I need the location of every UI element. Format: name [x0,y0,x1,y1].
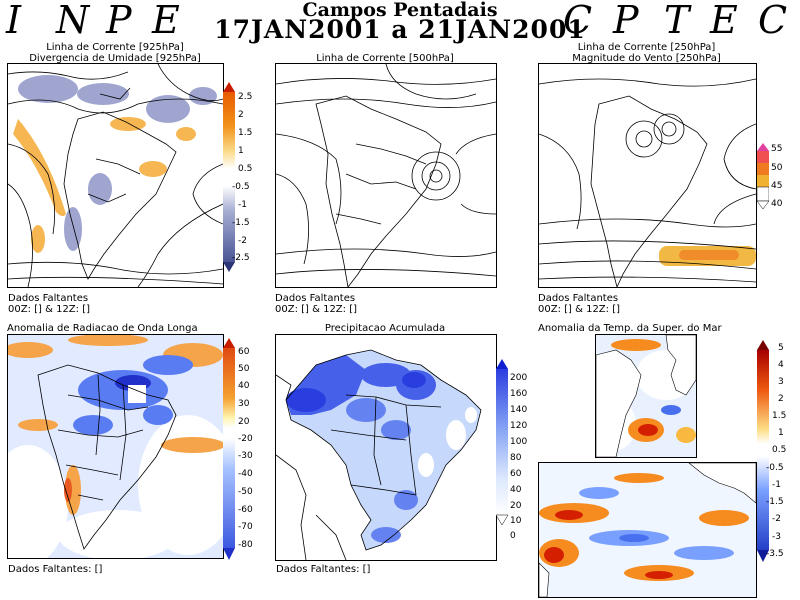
cb5-label: 140 [510,405,528,415]
cb6-label: -3 [772,532,781,542]
cb4-label: 40 [238,381,250,391]
cb4-label: -50 [238,487,253,497]
panel1-streamline-map [7,63,224,288]
panel1-missing-label: Dados Faltantes [8,293,89,304]
cb4-label: -20 [238,434,253,444]
cb6-label: 1 [778,428,784,438]
cb6-label: 3 [778,377,784,387]
cptec-letter-e: E [710,0,738,42]
cb1-label: -1 [238,200,247,210]
cb5-label: 40 [510,485,522,495]
cb5-label: 10 [510,516,522,526]
panel4-missing-label: Dados Faltantes: [] [8,564,103,575]
cb3-label: 50 [771,163,783,173]
cptec-letter-t: T [664,0,690,42]
panel1-map-graphic [8,64,223,287]
cb6-label: -0.5 [766,463,784,473]
inpe-letter-p: P [106,0,132,42]
panel4-title: Anomalia de Radiacao de Onda Longa [7,323,198,334]
panel1-title-2: Divergencia de Umidade [925hPa] [29,53,201,64]
panel3-title-1: Linha de Corrente [250hPa] [577,42,716,53]
cb6-label: 5 [778,343,784,353]
cb5-label: 60 [510,469,522,479]
panel6-atlantic-sst-map [595,334,697,458]
cb4-label: 20 [238,417,250,427]
cb1-label: 2 [238,110,244,120]
cb4-label: 50 [238,364,250,374]
cptec-letter-c: C [563,0,593,42]
cb6-label: 4 [778,360,784,370]
panel3-map-graphic [539,78,756,287]
panel6-pacific-sst-map [538,462,757,598]
panel4-map-graphic [8,335,223,558]
cb5-label: 0 [510,531,516,541]
cb1-label: -2.5 [232,253,250,263]
cb1-label: -0.5 [232,182,250,192]
cptec-letter-p: P [613,0,639,42]
cb1-label: 1 [238,146,244,156]
panel2-missing-detail: 00Z: [] & 12Z: [] [275,304,358,315]
cb3-label: 55 [771,144,783,154]
cb1-label: 0.5 [238,164,253,174]
cb4-label: -70 [238,522,253,532]
inpe-letter-n: N [56,0,90,42]
inpe-letter-e: E [152,0,180,42]
panel1-missing-detail: 00Z: [] & 12Z: [] [8,304,91,315]
panel5-map-graphic [276,349,482,560]
cb6-label: -3.5 [766,549,784,559]
panel4-colorbar [223,338,235,560]
cb4-label: -40 [238,469,253,479]
cb3-label: 45 [771,181,783,191]
cb5-label: 120 [510,421,528,431]
panel6-title: Anomalia da Temp. da Super. do Mar [538,323,722,334]
cb1-label: 2.5 [238,92,253,102]
panel6-colorbar [757,340,769,562]
cb1-label: -1.5 [232,218,250,228]
panel6-pacific-graphic [539,463,756,597]
panel5-colorbar [496,359,508,525]
date-range: 17JAN2001 a 21JAN2001 [214,15,586,44]
cb5-label: 100 [510,437,528,447]
cb5-label: 20 [510,501,522,511]
panel1-colorbar [223,82,235,272]
cb1-label: -2 [238,236,247,246]
cb5-label: 80 [510,453,522,463]
panel2-map-graphic [276,64,496,287]
panel5-title: Precipitacao Acumulada [324,323,446,334]
cb4-label: 30 [238,399,250,409]
cb1-label: 1.5 [238,128,253,138]
cb4-label: -80 [238,540,253,550]
panel5-missing-label: Dados Faltantes: [] [276,564,371,575]
cb6-label: -1 [772,480,781,490]
cb4-label: -30 [238,451,253,461]
panel3-missing-label: Dados Faltantes [538,293,619,304]
panel3-title-2: Magnitude do Vento [250hPa] [572,53,721,64]
cb3-label: 40 [771,199,783,209]
cb6-label: 2 [778,394,784,404]
cptec-letter-c2: C [758,0,788,42]
inpe-letter-i: I [6,0,22,42]
page-title: Campos Pentadais [302,0,498,21]
panel5-precip-map [275,334,497,561]
cb4-label: 60 [238,347,250,357]
cb6-label: -1.5 [766,497,784,507]
cb6-label: 0.5 [772,445,787,455]
panel6-atlantic-graphic [596,335,696,457]
cb6-label: 1.5 [772,411,787,421]
cb4-label: -60 [238,505,253,515]
panel2-streamline-map [275,63,497,288]
panel2-title-1: Linha de Corrente [500hPa] [316,53,454,64]
cb5-label: 160 [510,389,528,399]
panel4-olr-map [7,334,224,559]
panel3-streamline-map [538,63,757,288]
panel3-colorbar [757,143,769,209]
panel1-title-1: Linha de Corrente [925hPa] [46,42,184,53]
cb6-label: -2 [772,514,781,524]
cb5-label: 200 [510,373,528,383]
panel2-missing-label: Dados Faltantes [275,293,356,304]
panel3-missing-detail: 00Z: [] & 12Z: [] [538,304,621,315]
